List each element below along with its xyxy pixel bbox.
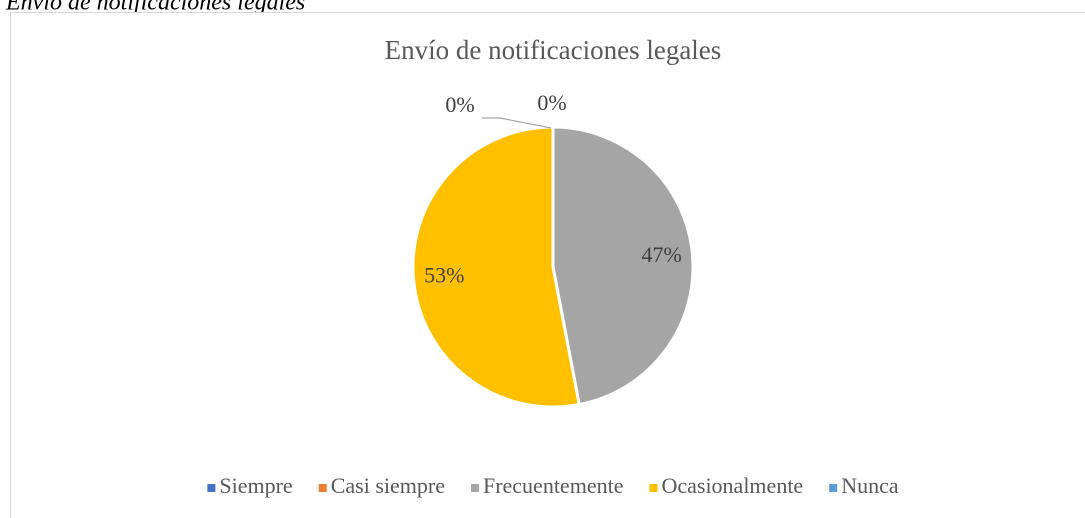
caption: Envío de notificaciones legales [5,0,305,16]
leader-line [482,117,552,129]
data-label: 53% [424,262,464,287]
legend-label: Siempre [219,473,292,498]
data-label: 47% [642,242,682,267]
data-label: 0% [537,90,566,115]
pie-slice [551,125,695,407]
legend-label: Casi siempre [331,473,445,498]
legend-label: Frecuentemente [483,473,624,498]
legend-marker [649,484,658,492]
pie-slice [411,125,581,409]
legend-marker [207,484,216,492]
legend-marker [470,484,479,492]
data-label: 0% [445,92,474,117]
legend-marker [318,484,327,492]
chart-title: Envío de notificaciones legales [385,35,722,65]
legend-marker [829,484,838,492]
legend-label: Ocasionalmente [661,473,803,498]
legend-label: Nunca [841,473,899,498]
